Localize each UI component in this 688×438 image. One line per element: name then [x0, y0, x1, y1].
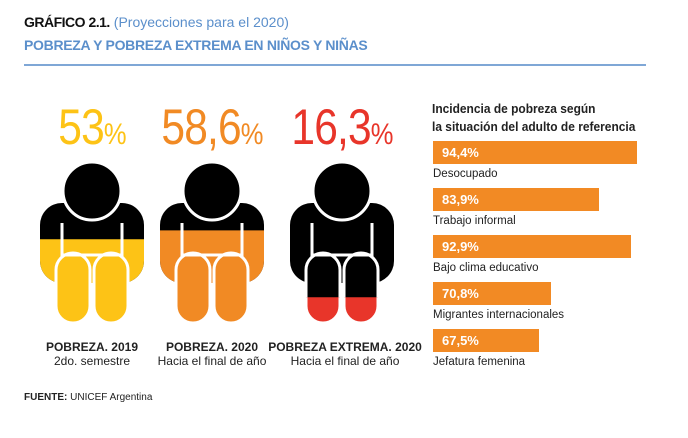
bar-value-label: 67,5% [442, 333, 479, 348]
bar-category-label: Trabajo informal [433, 215, 516, 227]
figure-head [180, 160, 244, 257]
bar-value-label: 70,8% [442, 286, 479, 301]
chart-heading: GRÁFICO 2.1. (Proyecciones para el 2020) [24, 14, 289, 30]
chart-number: GRÁFICO 2.1. [24, 14, 110, 30]
bar-value-label: 83,9% [442, 192, 479, 207]
child-figure-0 [40, 160, 144, 325]
bar: 83,9% [433, 188, 599, 211]
figure-head [310, 160, 374, 257]
bar: 92,9% [433, 235, 632, 258]
source-note: FUENTE: UNICEF Argentina [24, 392, 153, 403]
child-figures [40, 160, 394, 325]
figure-label-2: POBREZA EXTREMA. 2020 Hacia el final de a… [268, 340, 422, 368]
figure-value-1: 58,6% [161, 99, 263, 155]
figure-head [60, 160, 124, 257]
bar-category-label: Bajo clima educativo [433, 262, 539, 274]
figure-value-2: 16,3% [291, 99, 393, 155]
divider [24, 64, 646, 66]
bar: 70,8% [433, 282, 551, 305]
child-figure-2 [290, 160, 394, 325]
bar: 67,5% [433, 329, 539, 352]
figure-label-1: POBREZA. 2020 Hacia el final de año [157, 340, 267, 368]
child-figure-1 [160, 160, 264, 325]
chart-title: POBREZA Y POBREZA EXTREMA EN NIÑOS Y NIÑ… [24, 37, 368, 53]
figure-value-0: 53% [58, 99, 126, 155]
poverty-fill [160, 230, 264, 323]
bar-category-label: Jefatura femenina [433, 356, 526, 368]
bar-category-label: Migrantes internacionales [433, 309, 565, 321]
poverty-fill [304, 297, 380, 324]
chart-subtitle: (Proyecciones para el 2020) [113, 14, 289, 30]
bar: 94,4% [433, 141, 637, 164]
bar-chart-title: Incidencia de pobreza según la situación … [432, 101, 636, 134]
poverty-fill [40, 239, 144, 323]
bar-value-label: 92,9% [442, 239, 479, 254]
bar-value-label: 94,4% [442, 145, 479, 160]
figure-label-0: POBREZA. 2019 2do. semestre [45, 340, 139, 368]
bar-category-label: Desocupado [433, 168, 498, 180]
